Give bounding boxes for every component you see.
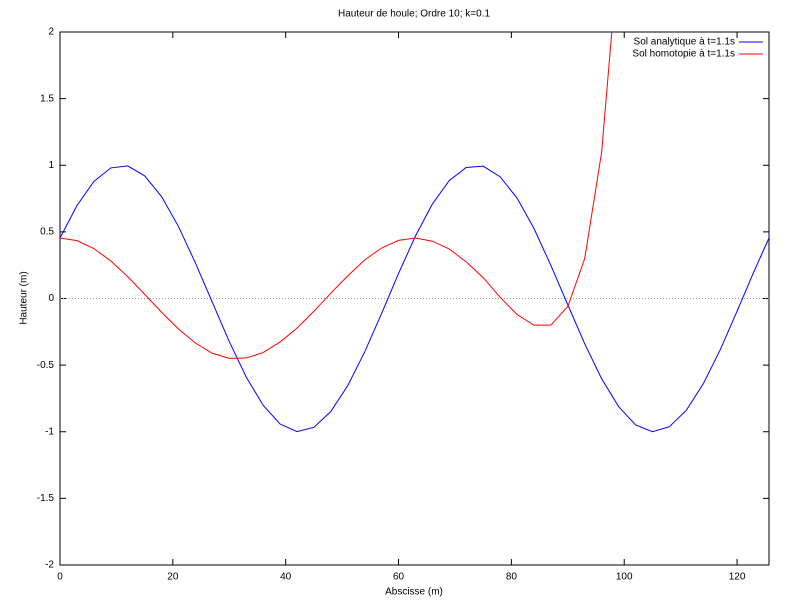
series-line: [60, 165, 769, 433]
x-tick-label: 120: [729, 572, 746, 583]
plot-area: [60, 32, 769, 433]
x-tick-label: 60: [393, 572, 405, 583]
y-tick-label: 0: [48, 293, 54, 304]
x-tick-label: 40: [280, 572, 292, 583]
x-tick-label: 20: [167, 572, 179, 583]
y-tick-label: 0.5: [40, 227, 54, 238]
y-tick-label: -0.5: [37, 360, 55, 371]
x-tick-label: 80: [506, 572, 518, 583]
y-tick-label: -2: [45, 560, 54, 571]
series-line: [60, 32, 613, 359]
x-tick-label: 0: [57, 572, 63, 583]
x-axis-label: Abscisse (m): [385, 587, 443, 598]
y-tick-label: -1: [45, 426, 54, 437]
y-tick-label: 1: [48, 160, 54, 171]
y-axis-label: Hauteur (m): [19, 271, 30, 324]
y-tick-label: 2: [48, 27, 54, 38]
legend-label: Sol analytique à t=1.1s: [634, 37, 735, 48]
y-tick-label: 1.5: [40, 93, 54, 104]
x-tick-label: 100: [616, 572, 633, 583]
y-tick-label: -1.5: [37, 493, 55, 504]
chart-title: Hauteur de houle; Ordre 10; k=0.1: [338, 9, 490, 20]
legend-label: Sol homotopie à t=1.1s: [632, 49, 735, 60]
